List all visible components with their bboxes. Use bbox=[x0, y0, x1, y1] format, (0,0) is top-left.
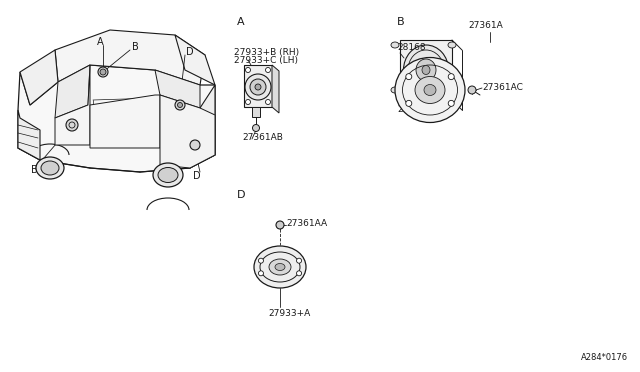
Circle shape bbox=[448, 74, 454, 80]
Circle shape bbox=[100, 69, 106, 75]
Circle shape bbox=[246, 67, 250, 73]
Text: D: D bbox=[237, 190, 246, 200]
Ellipse shape bbox=[41, 161, 59, 175]
Text: A: A bbox=[237, 17, 244, 27]
Polygon shape bbox=[272, 65, 279, 113]
Circle shape bbox=[406, 100, 412, 106]
Circle shape bbox=[468, 86, 476, 94]
Polygon shape bbox=[400, 40, 452, 100]
Polygon shape bbox=[20, 50, 58, 105]
Circle shape bbox=[296, 258, 301, 263]
Polygon shape bbox=[155, 70, 200, 108]
Circle shape bbox=[406, 74, 412, 80]
Polygon shape bbox=[244, 65, 272, 107]
Circle shape bbox=[190, 140, 200, 150]
Circle shape bbox=[259, 271, 264, 276]
Circle shape bbox=[259, 258, 264, 263]
Ellipse shape bbox=[158, 167, 178, 183]
Circle shape bbox=[245, 74, 271, 100]
Text: B: B bbox=[132, 42, 139, 52]
Polygon shape bbox=[55, 65, 90, 118]
Circle shape bbox=[177, 103, 182, 108]
Ellipse shape bbox=[395, 58, 465, 122]
Polygon shape bbox=[185, 85, 215, 168]
Text: A: A bbox=[97, 37, 103, 47]
Text: 27361AA: 27361AA bbox=[286, 219, 327, 228]
Ellipse shape bbox=[415, 77, 445, 103]
Ellipse shape bbox=[424, 84, 436, 96]
Circle shape bbox=[253, 125, 259, 131]
Ellipse shape bbox=[391, 42, 399, 48]
Polygon shape bbox=[55, 65, 90, 145]
Circle shape bbox=[266, 99, 271, 105]
Text: 27933+C (LH): 27933+C (LH) bbox=[234, 57, 298, 65]
Polygon shape bbox=[18, 65, 215, 172]
Circle shape bbox=[266, 67, 271, 73]
Ellipse shape bbox=[153, 163, 183, 187]
Circle shape bbox=[246, 99, 250, 105]
Text: 27361AC: 27361AC bbox=[482, 83, 523, 92]
Ellipse shape bbox=[391, 87, 399, 93]
Ellipse shape bbox=[403, 45, 449, 95]
Text: D: D bbox=[186, 47, 194, 57]
Text: 27933: 27933 bbox=[397, 106, 426, 115]
Circle shape bbox=[448, 100, 454, 106]
Polygon shape bbox=[175, 35, 215, 85]
Text: B: B bbox=[31, 165, 37, 175]
Ellipse shape bbox=[448, 87, 456, 93]
Circle shape bbox=[276, 221, 284, 229]
Text: 27933+A: 27933+A bbox=[268, 308, 310, 317]
Circle shape bbox=[255, 84, 261, 90]
Polygon shape bbox=[160, 95, 215, 168]
Text: B: B bbox=[397, 17, 404, 27]
Ellipse shape bbox=[448, 42, 456, 48]
Polygon shape bbox=[252, 107, 260, 117]
Polygon shape bbox=[55, 30, 205, 85]
Ellipse shape bbox=[269, 259, 291, 275]
Text: D: D bbox=[193, 171, 201, 181]
Circle shape bbox=[175, 100, 185, 110]
Ellipse shape bbox=[416, 59, 436, 81]
Ellipse shape bbox=[36, 157, 64, 179]
Polygon shape bbox=[18, 110, 40, 160]
Text: A284*0176: A284*0176 bbox=[581, 353, 628, 362]
Ellipse shape bbox=[422, 65, 430, 74]
Text: 28168: 28168 bbox=[397, 44, 426, 52]
Text: 27361A: 27361A bbox=[468, 20, 503, 29]
Circle shape bbox=[250, 79, 266, 95]
Ellipse shape bbox=[254, 246, 306, 288]
Circle shape bbox=[296, 271, 301, 276]
Polygon shape bbox=[90, 95, 160, 148]
Text: 27361AB: 27361AB bbox=[242, 132, 283, 141]
Circle shape bbox=[66, 119, 78, 131]
Ellipse shape bbox=[275, 263, 285, 270]
Circle shape bbox=[98, 67, 108, 77]
Text: 27933+B (RH): 27933+B (RH) bbox=[234, 48, 299, 58]
